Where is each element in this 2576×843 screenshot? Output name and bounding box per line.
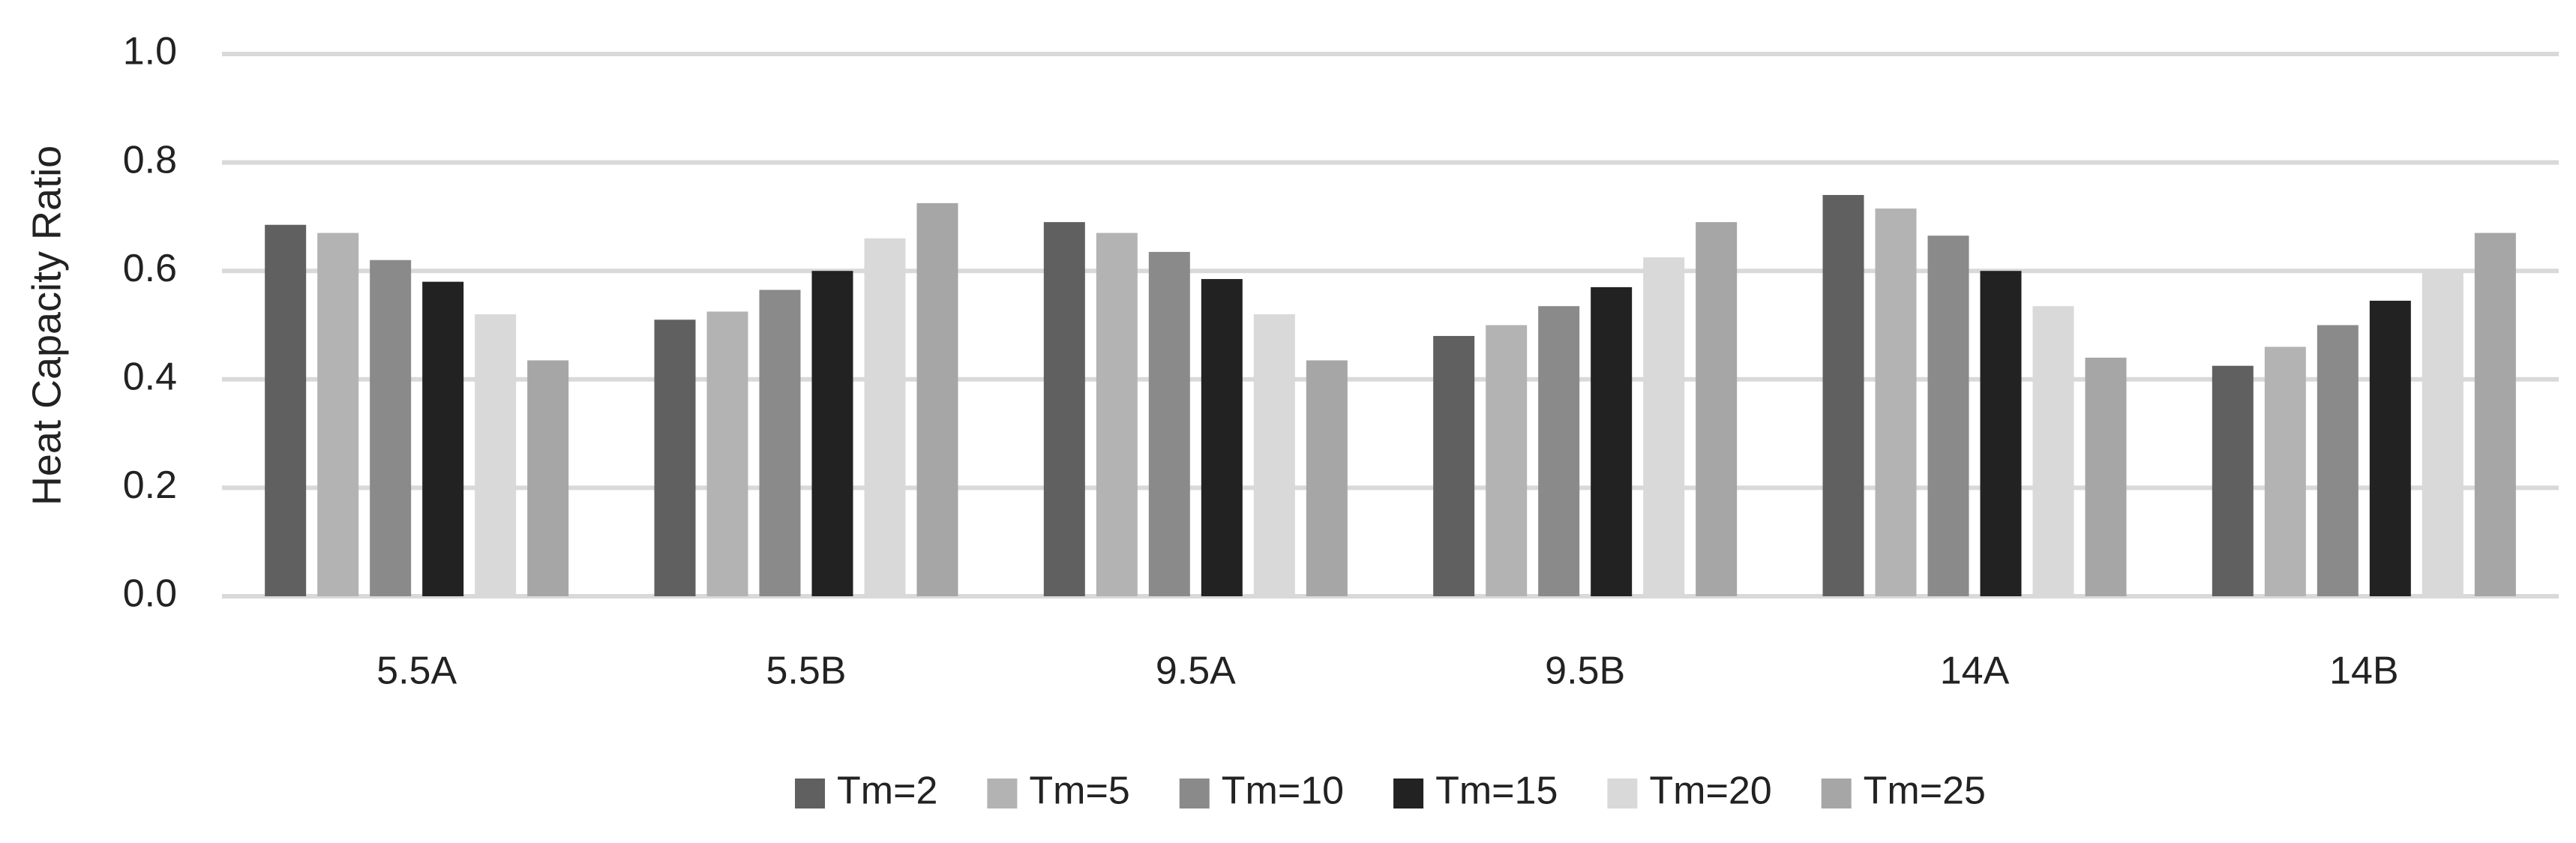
bar — [1433, 335, 1475, 596]
bar — [1096, 232, 1138, 596]
bar — [1927, 236, 1969, 596]
bar — [706, 311, 748, 596]
bar — [370, 260, 412, 596]
bar — [2032, 306, 2074, 596]
x-tick-label: 14B — [2329, 650, 2399, 693]
legend-label: Tm=10 — [1222, 770, 1344, 813]
bar — [475, 314, 517, 596]
bar — [654, 320, 696, 596]
bar — [759, 290, 801, 596]
bar — [422, 281, 464, 596]
bar — [1875, 208, 1917, 596]
legend-swatch — [1821, 778, 1852, 808]
bar — [265, 224, 307, 596]
x-tick-label: 5.5B — [766, 650, 847, 693]
y-tick-label: 0.6 — [123, 247, 177, 290]
bar — [527, 360, 569, 596]
bar — [811, 271, 853, 596]
legend-label: Tm=15 — [1435, 770, 1558, 813]
bar — [1696, 222, 1738, 596]
bar — [1201, 279, 1243, 596]
x-tick-label: 14A — [1940, 650, 2010, 693]
y-tick-label: 0.4 — [123, 356, 177, 399]
bar — [1043, 222, 1085, 596]
bar — [2085, 357, 2127, 596]
bar — [1980, 271, 2022, 596]
legend-swatch — [987, 778, 1018, 808]
bar — [1591, 286, 1633, 596]
y-tick-label: 0.8 — [123, 138, 177, 182]
legend-swatch — [795, 778, 826, 808]
y-tick-label: 1.0 — [123, 30, 177, 74]
bar — [2264, 346, 2306, 596]
bar — [2212, 365, 2254, 596]
bar — [2369, 300, 2411, 596]
bar — [864, 238, 906, 596]
x-tick-label: 9.5B — [1545, 650, 1625, 693]
bar — [1643, 257, 1685, 596]
legend-label: Tm=5 — [1029, 770, 1129, 813]
y-axis-label: Heat Capacity Ratio — [24, 146, 69, 506]
legend-label: Tm=25 — [1864, 770, 1986, 813]
bar — [1306, 360, 1348, 596]
legend-swatch — [1393, 778, 1424, 808]
bar — [2317, 325, 2359, 596]
bar — [1253, 314, 1295, 596]
legend-label: Tm=20 — [1649, 770, 1771, 813]
x-tick-label: 5.5A — [376, 650, 457, 693]
bar — [1486, 325, 1528, 596]
bar — [2474, 232, 2516, 596]
bar — [317, 232, 359, 596]
legend-swatch — [1179, 778, 1210, 808]
legend-swatch — [1607, 778, 1638, 808]
x-tick-label: 9.5A — [1156, 650, 1236, 693]
bar — [1148, 251, 1190, 596]
bar — [2422, 271, 2464, 596]
legend-label: Tm=2 — [837, 770, 937, 813]
y-tick-label: 0.2 — [123, 464, 177, 507]
y-tick-label: 0.0 — [123, 572, 177, 616]
bar — [1822, 194, 1864, 597]
bar — [916, 202, 958, 596]
bar — [1538, 306, 1580, 596]
